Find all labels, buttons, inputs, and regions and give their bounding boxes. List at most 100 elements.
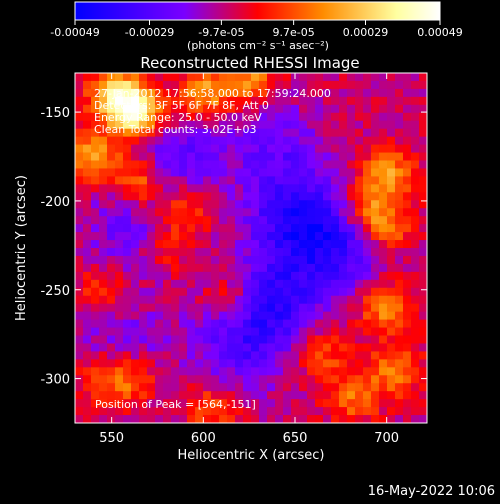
- heatmap-cell: [307, 255, 316, 265]
- heatmap-cell: [155, 160, 164, 169]
- heatmap-cell: [355, 160, 364, 169]
- heatmap-cell: [419, 200, 428, 209]
- heatmap-cell: [99, 176, 108, 185]
- heatmap-cell: [99, 319, 108, 328]
- heatmap-cell: [371, 391, 380, 400]
- heatmap-cell: [187, 391, 196, 400]
- heatmap-cell: [347, 391, 356, 400]
- heatmap-cell: [139, 192, 148, 201]
- heatmap-cell: [251, 295, 260, 305]
- heatmap-cell: [107, 391, 116, 400]
- heatmap-cell: [203, 208, 212, 217]
- heatmap-cell: [395, 192, 404, 201]
- heatmap-cell: [323, 248, 332, 257]
- heatmap-cell: [187, 343, 196, 352]
- heatmap-cell: [379, 96, 388, 106]
- heatmap-cell: [91, 287, 100, 297]
- heatmap-cell: [347, 407, 356, 416]
- heatmap-cell: [411, 104, 420, 114]
- heatmap-cell: [355, 88, 364, 98]
- heatmap-cell: [227, 271, 236, 281]
- heatmap-cell: [123, 73, 132, 82]
- heatmap-cell: [187, 399, 196, 408]
- heatmap-cell: [379, 407, 388, 416]
- heatmap-cell: [99, 144, 108, 153]
- heatmap-cell: [203, 383, 212, 392]
- heatmap-cell: [379, 112, 388, 122]
- heatmap-cell: [91, 248, 100, 257]
- heatmap-cell: [411, 144, 420, 153]
- heatmap-cell: [291, 232, 300, 241]
- heatmap-cell: [291, 200, 300, 209]
- heatmap-cell: [203, 263, 212, 273]
- heatmap-cell: [363, 311, 372, 320]
- heatmap-cell: [371, 160, 380, 169]
- heatmap-cell: [323, 240, 332, 249]
- heatmap-cell: [355, 216, 364, 225]
- heatmap-cell: [419, 120, 428, 130]
- heatmap-cell: [323, 192, 332, 201]
- heatmap-cell: [155, 399, 164, 408]
- heatmap-cell: [155, 232, 164, 241]
- heatmap-cell: [179, 263, 188, 273]
- heatmap-cell: [203, 160, 212, 169]
- heatmap-cell: [155, 224, 164, 233]
- heatmap-cell: [107, 248, 116, 257]
- heatmap-cell: [395, 176, 404, 185]
- heatmap-cell: [179, 383, 188, 392]
- heatmap-cell: [131, 327, 140, 336]
- heatmap-cell: [243, 224, 252, 233]
- heatmap-cell: [219, 216, 228, 225]
- heatmap-cell: [219, 240, 228, 249]
- heatmap-cell: [347, 184, 356, 193]
- heatmap-cell: [139, 367, 148, 376]
- heatmap-cell: [259, 375, 268, 384]
- heatmap-cell: [83, 248, 92, 257]
- heatmap-cell: [195, 168, 204, 177]
- colorbar-tick-label: -0.00049: [50, 26, 99, 39]
- heatmap-cell: [203, 287, 212, 297]
- heatmap-cell: [379, 184, 388, 193]
- heatmap-cell: [395, 383, 404, 392]
- heatmap-cell: [387, 224, 396, 233]
- heatmap-cell: [411, 391, 420, 400]
- heatmap-cell: [179, 104, 188, 114]
- heatmap-cell: [355, 208, 364, 217]
- heatmap-cell: [267, 240, 276, 249]
- heatmap-cell: [163, 240, 172, 249]
- heatmap-cell: [347, 359, 356, 368]
- heatmap-cell: [283, 104, 292, 114]
- heatmap-cell: [83, 287, 92, 297]
- heatmap-cell: [259, 351, 268, 360]
- heatmap-cell: [283, 128, 292, 138]
- heatmap-cell: [331, 240, 340, 249]
- heatmap-cell: [419, 415, 428, 424]
- heatmap-cell: [131, 255, 140, 265]
- heatmap-cell: [243, 359, 252, 368]
- heatmap-cell: [83, 263, 92, 273]
- heatmap-cell: [339, 73, 348, 82]
- heatmap-cell: [179, 407, 188, 416]
- heatmap-cell: [395, 112, 404, 122]
- heatmap-cell: [291, 375, 300, 384]
- heatmap-cell: [211, 112, 220, 122]
- heatmap-cell: [131, 383, 140, 392]
- heatmap-cell: [363, 383, 372, 392]
- heatmap-cell: [411, 375, 420, 384]
- heatmap-cell: [115, 279, 124, 289]
- heatmap-cell: [411, 73, 420, 82]
- heatmap-cell: [363, 128, 372, 138]
- heatmap-cell: [363, 200, 372, 209]
- heatmap-cell: [395, 343, 404, 352]
- heatmap-cell: [235, 248, 244, 257]
- heatmap-cell: [99, 335, 108, 344]
- heatmap-cell: [187, 184, 196, 193]
- heatmap-cell: [219, 359, 228, 368]
- heatmap-cell: [219, 255, 228, 265]
- heatmap-cell: [379, 415, 388, 424]
- heatmap-cell: [75, 96, 84, 106]
- heatmap-cell: [259, 208, 268, 217]
- heatmap-cell: [195, 136, 204, 145]
- heatmap-cell: [179, 216, 188, 225]
